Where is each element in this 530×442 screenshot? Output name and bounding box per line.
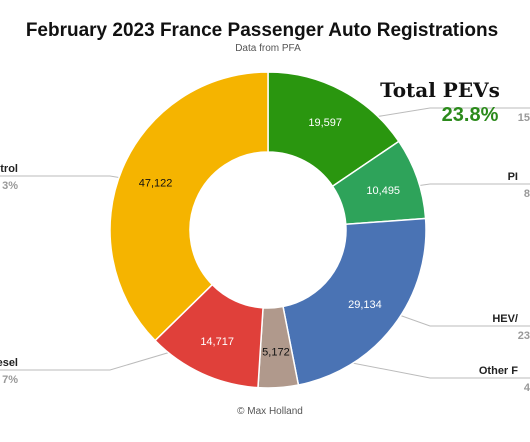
slice-value-petrol: 47,122 bbox=[139, 178, 173, 190]
percent-label-petrol: 3% bbox=[2, 180, 18, 192]
total-pevs-label: Total PEVs bbox=[380, 78, 500, 102]
percent-label-diesel: 7% bbox=[2, 374, 18, 386]
slice-hev-mild bbox=[282, 217, 427, 386]
slice-value-phev: 10,495 bbox=[366, 185, 400, 197]
category-label-hev-mild: HEV/ bbox=[492, 313, 518, 325]
chart-title: February 2023 France Passenger Auto Regi… bbox=[26, 20, 498, 41]
total-pevs-value: 23.8% bbox=[442, 104, 499, 126]
slice-value-labels: 19,597 10,495 29,134 5,172 14,717 47,122 bbox=[139, 117, 400, 359]
slice-value-hev-mild: 29,134 bbox=[348, 299, 382, 311]
category-label-other-fuels: Other F bbox=[479, 365, 518, 377]
chart-subtitle: Data from PFA bbox=[235, 43, 301, 54]
slice-value-other-fuels: 5,172 bbox=[262, 347, 290, 359]
percent-label-bev: 15 bbox=[518, 112, 530, 124]
category-label-petrol: trol bbox=[0, 163, 18, 175]
percent-label-phev: 8 bbox=[524, 188, 530, 200]
donut-slices bbox=[109, 71, 427, 389]
category-label-phev: PI bbox=[508, 171, 518, 183]
percent-label-other-fuels: 4 bbox=[524, 382, 530, 394]
category-labels: 15 PI 8 HEV/23 Other F 4 esel 7% trol 3% bbox=[0, 112, 530, 394]
slice-value-diesel: 14,717 bbox=[200, 336, 234, 348]
percent-label-hev-mild: 23 bbox=[518, 330, 530, 342]
credit: © Max Holland bbox=[237, 406, 303, 417]
category-label-diesel: esel bbox=[0, 357, 18, 369]
slice-petrol bbox=[109, 71, 269, 342]
slice-value-bev: 19,597 bbox=[308, 117, 342, 129]
